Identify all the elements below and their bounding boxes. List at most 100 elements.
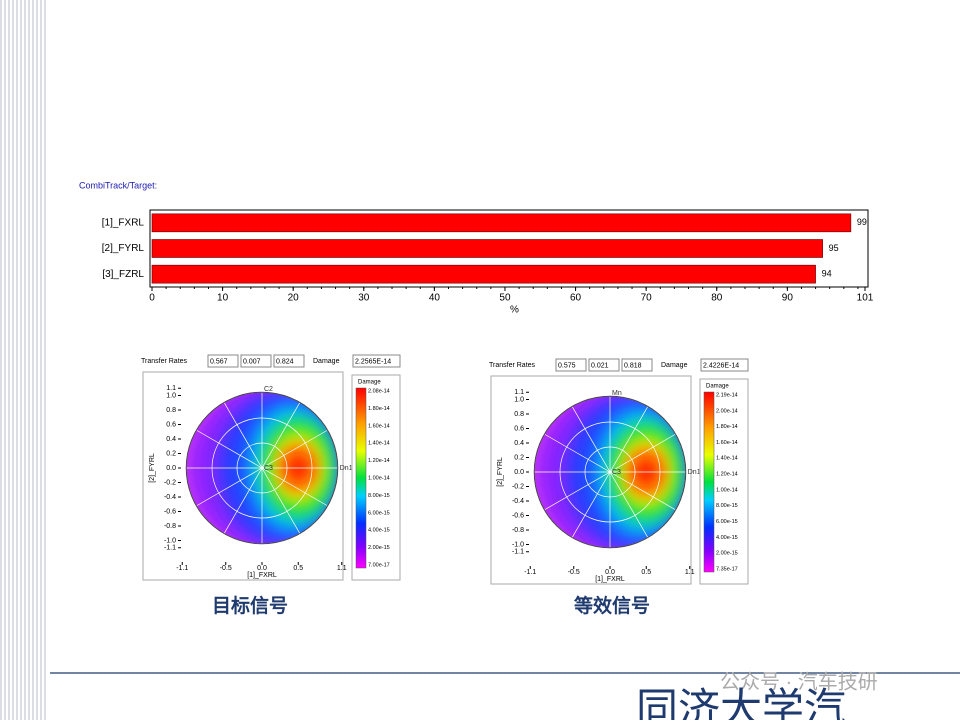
- x-axis-label: %: [510, 305, 519, 316]
- field-box: [352, 354, 401, 368]
- colorbar: [355, 387, 367, 569]
- colorbar-label: 2.00e-15: [716, 551, 738, 557]
- chart-title: CombiTrack/Target:: [79, 180, 157, 190]
- colorbar-label: 6.00e-15: [716, 519, 738, 525]
- colorbar-label: 2.00e-14: [716, 408, 738, 414]
- y-tick-label: -1.1: [512, 549, 524, 556]
- x-tick-label: 1.1: [685, 569, 695, 576]
- value-label: 95: [829, 243, 839, 253]
- y-tick-label: 1.0: [514, 396, 524, 403]
- transfer-rate: 0.575: [558, 362, 576, 369]
- field-box: [207, 354, 239, 368]
- x-tick-label: 0.5: [293, 565, 303, 572]
- value-label: 94: [822, 269, 832, 279]
- x-tick-label: 0.0: [257, 565, 267, 572]
- colorbar-label: 1.60e-14: [716, 440, 738, 446]
- transfer-rate: 0.007: [243, 358, 261, 365]
- field-box: [240, 354, 272, 368]
- colorbar-label: 4.00e-15: [368, 528, 390, 534]
- polar-spoke: [196, 429, 328, 507]
- colorbar-label: 1.20e-14: [716, 472, 738, 478]
- x-tick-label: 40: [429, 293, 441, 304]
- transfer-rate: 0.567: [210, 358, 228, 365]
- colorbar-label: 2.19e-14: [716, 392, 738, 398]
- field-box: [588, 358, 620, 372]
- damage-value: 2.4226E-14: [703, 362, 739, 369]
- bar: [151, 239, 823, 258]
- field-box: [273, 354, 305, 368]
- x-tick-label: 101: [857, 293, 874, 304]
- x-tick-label: 1.1: [337, 565, 347, 572]
- point-label: Dn1: [688, 469, 701, 476]
- bar: [151, 264, 816, 284]
- x-tick-label: 10: [217, 293, 229, 304]
- x-tick-label: 20: [288, 293, 300, 304]
- y-axis-label: [2]_FYRL: [497, 457, 504, 487]
- polar-panel: Transfer Rates 0.567 0.007 0.824 Damage 2.256…: [141, 354, 401, 617]
- caption: 目标信号: [212, 594, 288, 617]
- y-tick-label: 0.6: [166, 421, 176, 428]
- colorbar-label: 2.00e-15: [368, 545, 390, 551]
- brand: 同济大学汽: [636, 684, 846, 720]
- y-tick-label: 1.1: [166, 385, 176, 392]
- y-tick-label: 0.6: [514, 425, 524, 432]
- y-tick-label: 1.0: [166, 392, 176, 399]
- bar: [151, 213, 852, 233]
- y-tick-label: 0.8: [166, 407, 176, 414]
- colorbar-label: 1.40e-14: [368, 441, 390, 447]
- y-tick-label: 1.1: [514, 389, 524, 396]
- point-label: Mn: [612, 390, 622, 397]
- colorbar-label: 7.35e-17: [716, 566, 738, 572]
- x-tick-label: -1.1: [524, 569, 536, 576]
- colorbar-label: 8.00e-15: [368, 493, 390, 499]
- x-tick-label: -0.5: [220, 565, 232, 572]
- y-tick-label: -0.8: [164, 523, 176, 530]
- y-tick-label: 0.4: [514, 440, 524, 447]
- y-tick-label: 0.2: [514, 454, 524, 461]
- transfer-rate: 0.824: [276, 358, 294, 365]
- polar-spoke: [544, 433, 676, 511]
- value-label: 99: [857, 217, 867, 227]
- transfer-rate: 0.021: [591, 362, 609, 369]
- x-tick-label: 70: [641, 293, 653, 304]
- field-box: [555, 358, 587, 372]
- field-box: [621, 358, 653, 372]
- colorbar-label: 7.00e-17: [368, 562, 390, 568]
- colorbar-label: 2.08e-14: [368, 388, 390, 394]
- y-tick-label: -1.1: [164, 545, 176, 552]
- y-tick-label: -0.6: [512, 512, 524, 519]
- y-tick-label: -0.6: [164, 508, 176, 515]
- point-label: Dn1: [340, 465, 353, 472]
- polar-panel: Transfer Rates 0.575 0.021 0.818 Damage 2.422…: [489, 358, 749, 617]
- damage-label: Damage: [661, 362, 688, 369]
- side-border: [0, 0, 48, 720]
- x-tick-label: 0: [149, 293, 155, 304]
- y-tick-label: [2]_FYRL: [102, 243, 145, 254]
- x-tick-label: 0.0: [605, 569, 615, 576]
- polar-outline: [185, 391, 339, 545]
- x-tick-label: -1.1: [176, 565, 188, 572]
- colorbar-title: Damage: [358, 380, 381, 386]
- colorbar-label: 1.00e-14: [716, 487, 738, 493]
- transfer-label: Transfer Rates: [141, 358, 188, 365]
- y-tick-label: -0.4: [512, 498, 524, 505]
- colorbar-title: Damage: [706, 384, 729, 390]
- caption: 等效信号: [573, 594, 650, 617]
- colorbar-label: 1.80e-14: [368, 406, 390, 412]
- y-tick-label: [3]_FZRL: [102, 269, 144, 280]
- y-tick-label: -0.2: [164, 479, 176, 486]
- colorbar-label: 1.60e-14: [368, 423, 390, 429]
- point-label: C2: [264, 386, 273, 393]
- y-tick-label: -0.2: [512, 483, 524, 490]
- y-tick-label: 0.2: [166, 450, 176, 457]
- x-tick-label: -0.5: [568, 569, 580, 576]
- point-label: C3: [264, 465, 273, 472]
- damage-label: Damage: [313, 358, 340, 365]
- transfer-label: Transfer Rates: [489, 362, 536, 369]
- x-axis-label: [1]_FXRL: [595, 576, 625, 583]
- field-box: [700, 358, 749, 372]
- colorbar-label: 1.80e-14: [716, 424, 738, 430]
- y-tick-label: -0.8: [512, 527, 524, 534]
- damage-value: 2.2565E-14: [355, 358, 391, 365]
